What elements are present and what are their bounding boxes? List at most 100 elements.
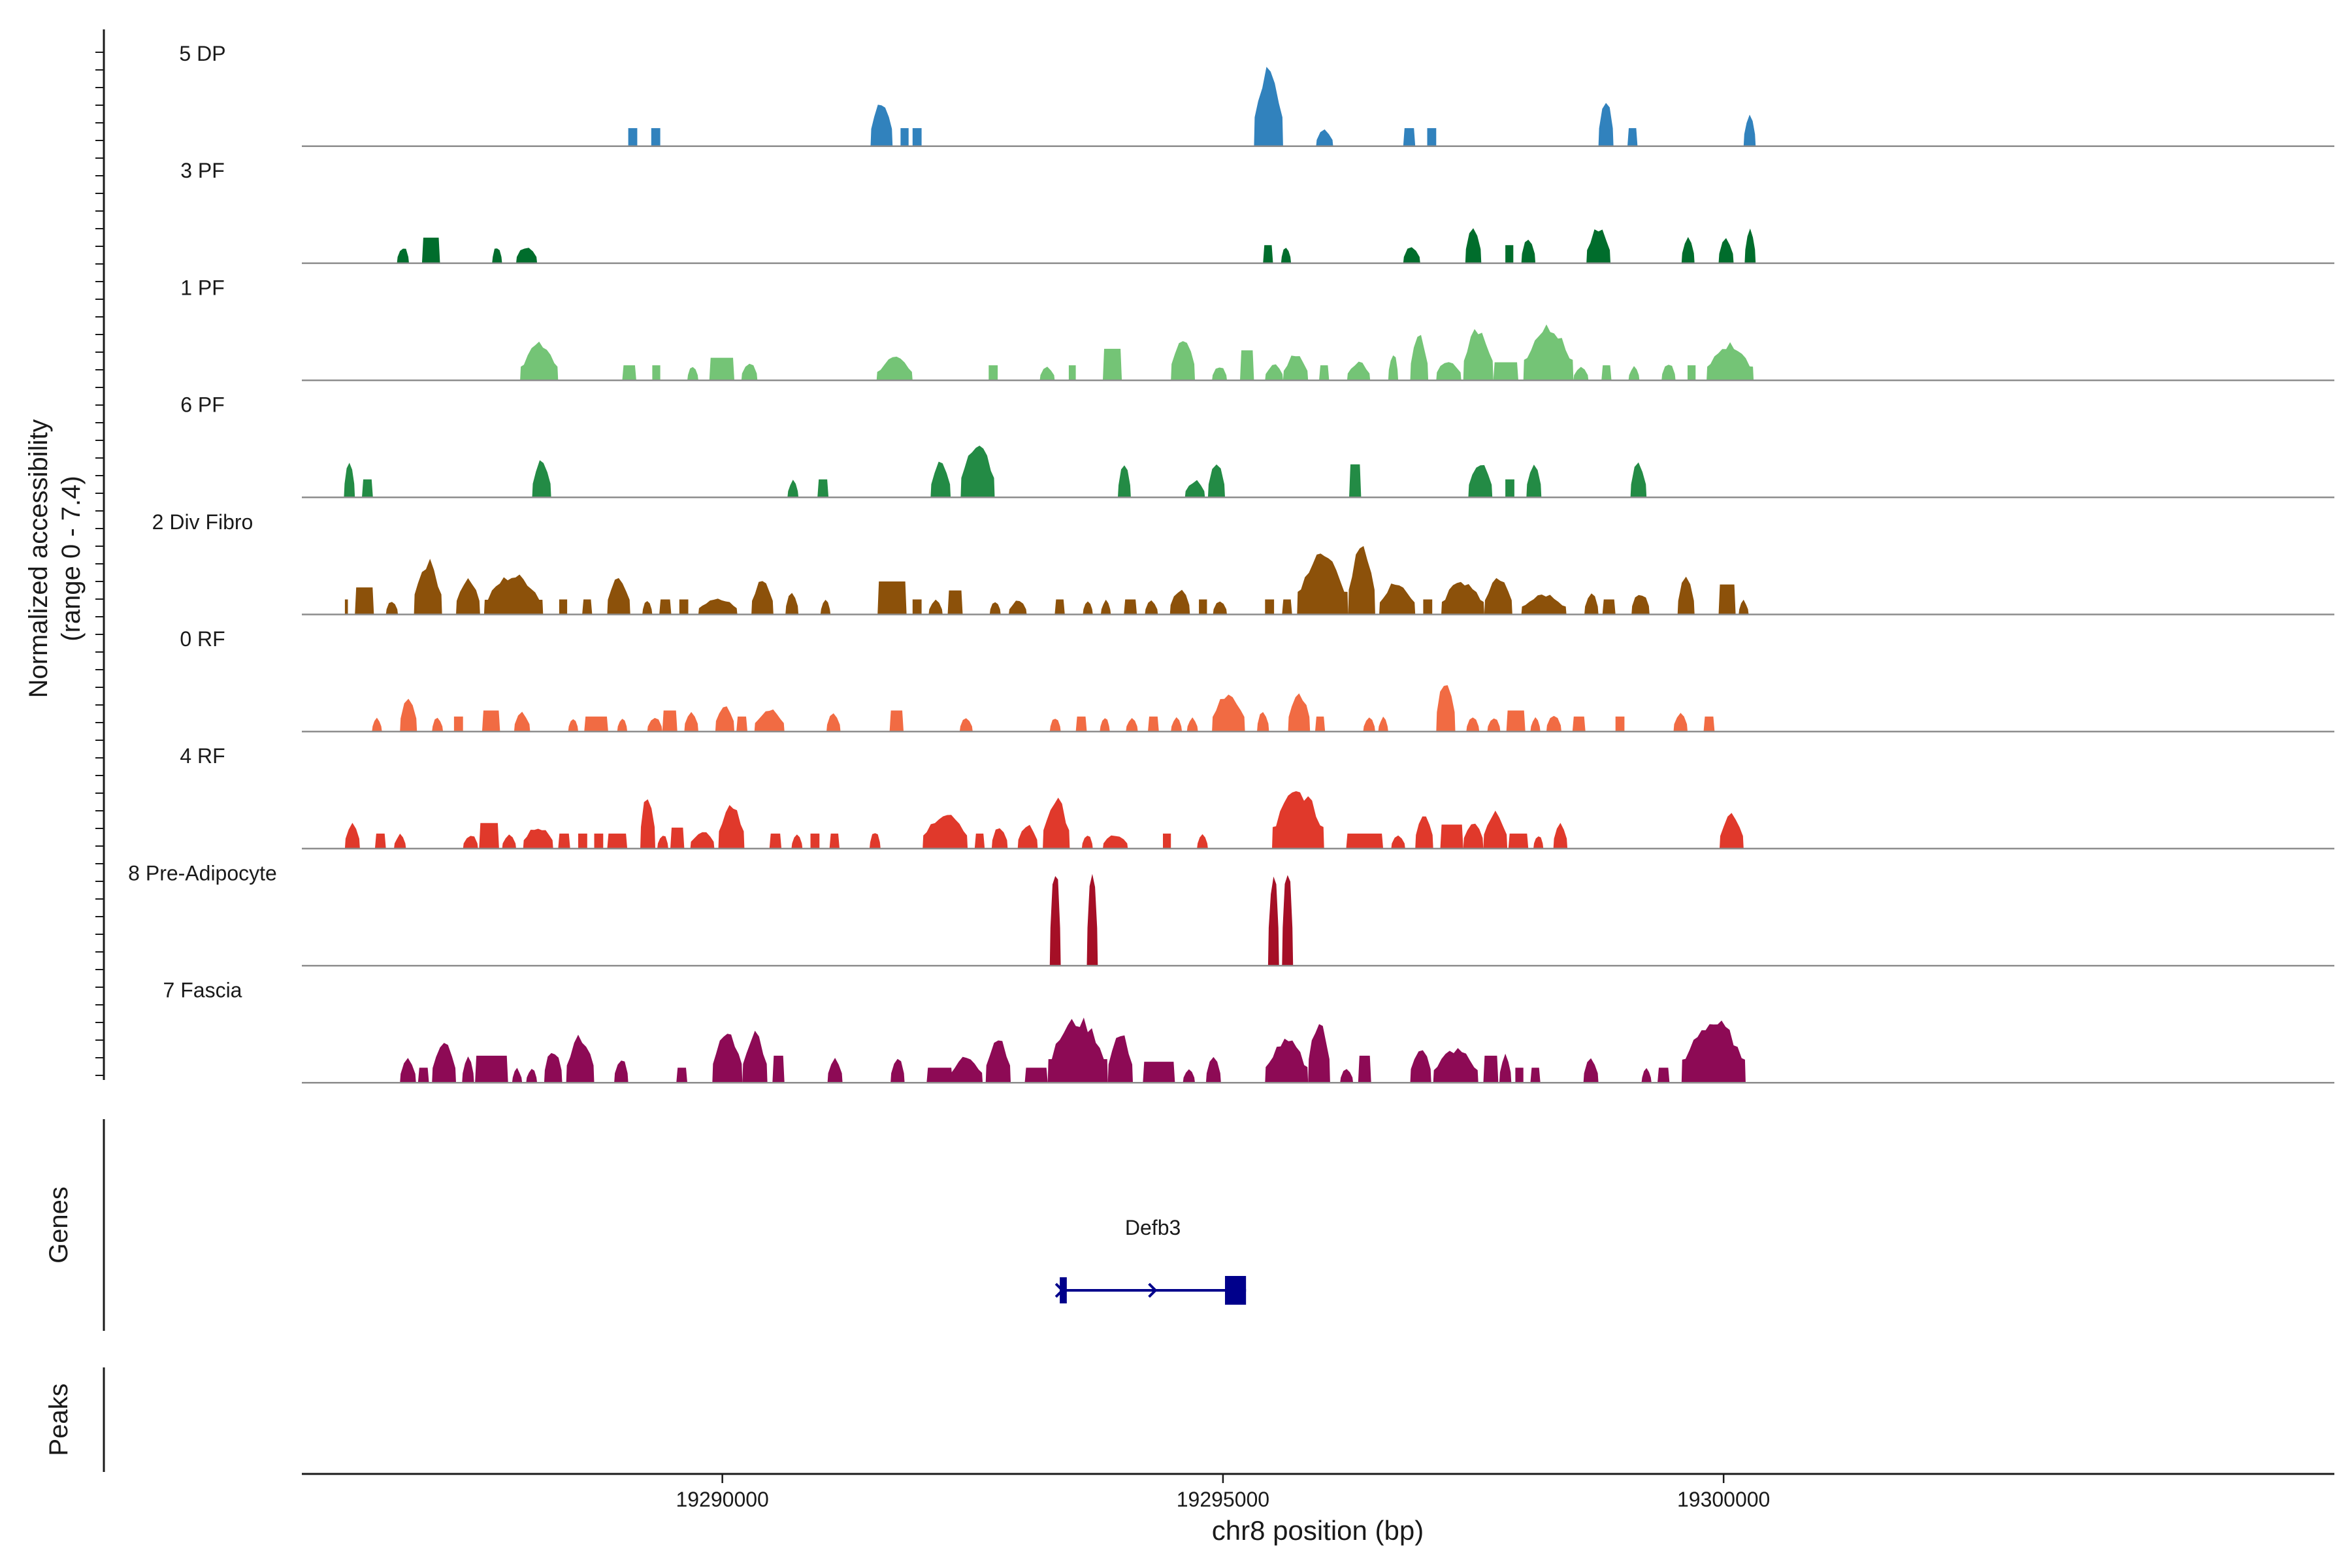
coverage-peak [502,834,516,849]
coverage-peak [1100,718,1110,732]
coverage-peak [1199,599,1207,615]
track-label-3-pf: 3 PF [180,159,225,182]
coverage-peak [791,834,803,849]
coverage-peak [462,1056,474,1083]
coverage-peak [397,248,409,263]
coverage-peak [827,1058,843,1083]
coverage-peak [1661,365,1676,381]
coverage-peak [344,463,355,498]
coverage-peak [1107,1035,1133,1083]
coverage-peak [1272,791,1324,849]
coverage-peak [417,1068,429,1083]
coverage-peak [712,1034,743,1083]
coverage-peak [1282,599,1292,615]
coverage-peak [1423,599,1433,615]
coverage-peak [1433,1048,1478,1083]
coverage-peak [687,367,698,381]
coverage-peak [628,128,638,146]
coverage-peak [1744,228,1756,263]
coverage-peak [1349,464,1362,498]
coverage-peak [1257,711,1269,732]
coverage-peak [912,128,922,146]
coverage-peak [1530,717,1541,732]
coverage-peak [1703,716,1715,732]
track-baselines [302,145,2334,1084]
coverage-peak [1573,367,1589,381]
coverage-peak [1316,129,1333,146]
coverage-peak [1212,367,1227,381]
coverage-peak [991,828,1008,849]
coverage-peak [930,461,951,498]
coverage-peak [1049,875,1061,966]
coverage-peak [810,833,820,849]
track-5-dp [628,67,1756,146]
coverage-peak [889,710,904,732]
coverage-peak [559,599,568,615]
coverage-peak [1521,595,1567,615]
coverage-peak [1628,366,1640,381]
coverage-peak [1388,355,1399,381]
coverage-peak [1017,825,1038,849]
coverage-peak [1265,599,1275,615]
track-labels: 5 DP 3 PF 1 PF 6 PF 2 Div Fibro 0 RF 4 RF 8 Pre… [128,42,277,1002]
coverage-peak [1677,576,1695,615]
coverage-peak [1379,583,1416,615]
coverage-peak [1463,823,1484,849]
coverage-peak [670,827,685,849]
coverage-peak [1718,584,1736,615]
coverage-peak [1615,716,1625,732]
coverage-peak [754,709,785,732]
coverage-peak [1143,1062,1175,1083]
coverage-peak [1499,1053,1512,1083]
coverage-peak [1673,713,1688,732]
coverage-peak [516,248,538,263]
coverage-peak [1184,480,1205,498]
coverage-peak [684,711,698,732]
coverage-peak [456,578,480,615]
coverage-peak [1363,717,1375,732]
coverage-peak [1743,114,1756,146]
coverage-peak [1148,716,1159,732]
coverage-peak [1718,238,1734,263]
coverage-peak [400,1058,416,1083]
coverage-peak [344,823,360,849]
coverage-peak [785,593,799,615]
coverage-peak [988,365,998,381]
coverage-peak [1254,67,1283,146]
coverage-peak [523,828,553,849]
coverage-peak [826,713,841,732]
coverage-peak [1508,833,1529,849]
coverage-peak [544,1053,563,1083]
coverage-peak [1081,836,1093,849]
track-label-0-rf: 0 RF [180,627,225,651]
coverage-peak [1265,364,1283,381]
coverage-peak [1212,694,1245,732]
coverage-peak [715,706,734,732]
coverage-peak [1169,589,1190,615]
coverage-peak [1586,229,1610,263]
coverage-peak [482,710,500,732]
track-label-8-pre-adipocyte: 8 Pre-Adipocyte [128,861,277,885]
coverage-peak [1103,348,1122,381]
coverage-peak [787,480,799,498]
coverage-peak [1378,716,1388,732]
coverage-peak [479,823,499,849]
coverage-peak [951,1056,983,1083]
coverage-peak [582,599,593,615]
track-0-rf [372,685,1715,732]
coverage-peak [1346,833,1384,849]
coverage-peak [414,559,442,615]
coverage-peak [374,833,386,849]
coverage-peak [869,833,881,849]
coverage-peak [1083,601,1093,615]
gene-name-label: Defb3 [1125,1216,1181,1239]
coverage-peak [772,1055,785,1083]
coverage-peak [344,599,348,615]
coverage-peak [1598,103,1614,146]
coverage-peak [1265,1038,1309,1083]
coverage-peak [1267,876,1279,966]
coverage-peak [1358,1055,1371,1083]
x-tick-label: 19290000 [676,1488,768,1511]
coverage-peak [568,719,578,732]
